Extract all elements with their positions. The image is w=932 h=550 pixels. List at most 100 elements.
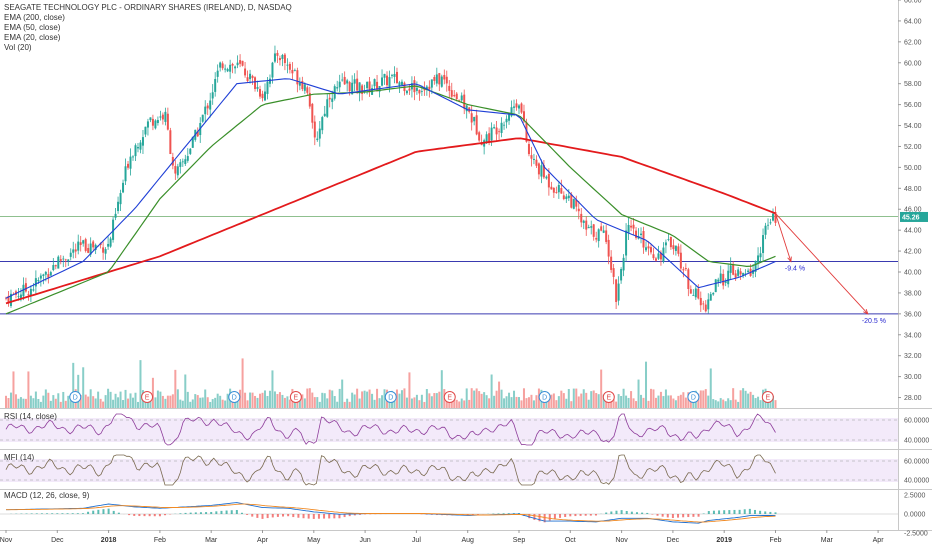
- candle-body[interactable]: [338, 81, 341, 88]
- candle-body[interactable]: [415, 87, 418, 91]
- candle-body[interactable]: [390, 74, 393, 76]
- candle-body[interactable]: [590, 226, 593, 228]
- candle-body[interactable]: [134, 145, 137, 157]
- candle-body[interactable]: [323, 113, 326, 117]
- candle-body[interactable]: [405, 90, 408, 94]
- mfi-line[interactable]: [5, 454, 776, 486]
- candle-body[interactable]: [107, 243, 110, 247]
- candle-body[interactable]: [39, 275, 42, 279]
- candle-body[interactable]: [495, 127, 498, 135]
- candle-body[interactable]: [398, 82, 401, 87]
- candle-body[interactable]: [353, 79, 356, 84]
- candle-body[interactable]: [151, 118, 154, 126]
- candle-body[interactable]: [505, 118, 508, 123]
- candle-body[interactable]: [47, 274, 50, 278]
- candle-body[interactable]: [201, 114, 204, 122]
- event-marker[interactable]: [384, 391, 397, 403]
- candle-body[interactable]: [32, 289, 35, 291]
- candle-body[interactable]: [460, 95, 463, 101]
- candle-body[interactable]: [667, 239, 670, 240]
- candle-body[interactable]: [550, 186, 553, 190]
- candle-body[interactable]: [510, 107, 513, 117]
- macd-label[interactable]: MACD (12, 26, close, 9): [4, 491, 90, 500]
- candle-body[interactable]: [87, 248, 90, 253]
- candle-body[interactable]: [77, 241, 80, 251]
- candle-body[interactable]: [622, 257, 625, 271]
- candle-body[interactable]: [271, 62, 274, 78]
- event-marker[interactable]: [69, 391, 82, 403]
- candle-body[interactable]: [119, 193, 122, 205]
- candle-body[interactable]: [64, 259, 67, 261]
- candle-body[interactable]: [712, 292, 715, 295]
- candle-body[interactable]: [266, 81, 269, 94]
- candle-body[interactable]: [592, 224, 595, 237]
- candle-body[interactable]: [664, 242, 667, 246]
- candle-body[interactable]: [662, 247, 665, 262]
- candle-body[interactable]: [423, 89, 426, 91]
- candle-body[interactable]: [687, 269, 690, 290]
- candle-body[interactable]: [587, 226, 590, 229]
- candle-body[interactable]: [291, 69, 294, 74]
- candle-body[interactable]: [92, 241, 95, 248]
- candle-body[interactable]: [24, 283, 27, 292]
- candle-body[interactable]: [34, 278, 37, 287]
- candle-body[interactable]: [395, 71, 398, 83]
- candle-body[interactable]: [654, 258, 657, 261]
- candle-body[interactable]: [645, 247, 648, 251]
- candle-body[interactable]: [714, 279, 717, 293]
- candle-body[interactable]: [127, 163, 130, 168]
- candle-body[interactable]: [181, 161, 184, 163]
- candle-body[interactable]: [659, 252, 662, 260]
- candle-body[interactable]: [361, 85, 364, 94]
- candle-body[interactable]: [388, 77, 391, 87]
- candle-body[interactable]: [156, 120, 159, 124]
- candle-body[interactable]: [450, 90, 453, 97]
- candle-body[interactable]: [684, 268, 687, 270]
- candle-body[interactable]: [244, 68, 247, 76]
- candle-body[interactable]: [473, 116, 476, 122]
- projection-arrow[interactable]: [775, 213, 792, 262]
- candle-body[interactable]: [557, 185, 560, 193]
- candle-body[interactable]: [42, 274, 45, 276]
- candle-body[interactable]: [677, 246, 680, 254]
- candle-body[interactable]: [455, 93, 458, 100]
- candle-body[interactable]: [527, 144, 530, 155]
- candle-body[interactable]: [567, 195, 570, 199]
- candle-body[interactable]: [485, 134, 488, 142]
- candle-body[interactable]: [259, 89, 262, 97]
- candle-body[interactable]: [132, 156, 135, 158]
- candle-body[interactable]: [154, 120, 157, 129]
- candle-body[interactable]: [562, 195, 565, 200]
- candle-body[interactable]: [17, 296, 20, 298]
- candle-body[interactable]: [617, 283, 620, 301]
- candle-body[interactable]: [144, 126, 147, 135]
- candle-body[interactable]: [709, 294, 712, 301]
- candle-body[interactable]: [328, 97, 331, 100]
- candle-body[interactable]: [532, 158, 535, 160]
- candle-body[interactable]: [229, 64, 232, 72]
- candle-body[interactable]: [425, 86, 428, 90]
- candle-body[interactable]: [520, 103, 523, 113]
- candle-body[interactable]: [555, 192, 558, 193]
- candle-body[interactable]: [216, 70, 219, 77]
- candle-body[interactable]: [762, 235, 765, 254]
- candle-body[interactable]: [582, 220, 585, 223]
- candle-body[interactable]: [311, 103, 314, 123]
- candle-body[interactable]: [408, 88, 411, 91]
- candle-body[interactable]: [7, 295, 10, 304]
- candle-body[interactable]: [308, 92, 311, 107]
- candle-body[interactable]: [22, 284, 25, 297]
- candle-body[interactable]: [537, 163, 540, 175]
- candle-body[interactable]: [57, 256, 60, 269]
- candle-body[interactable]: [226, 69, 229, 72]
- candle-body[interactable]: [174, 165, 177, 174]
- candle-body[interactable]: [679, 252, 682, 269]
- candle-body[interactable]: [59, 259, 62, 261]
- candle-body[interactable]: [363, 90, 366, 92]
- candle-body[interactable]: [440, 76, 443, 87]
- candle-body[interactable]: [625, 230, 628, 256]
- candle-body[interactable]: [747, 270, 750, 273]
- candle-body[interactable]: [273, 53, 276, 62]
- candle-body[interactable]: [607, 239, 610, 257]
- candle-body[interactable]: [610, 256, 613, 270]
